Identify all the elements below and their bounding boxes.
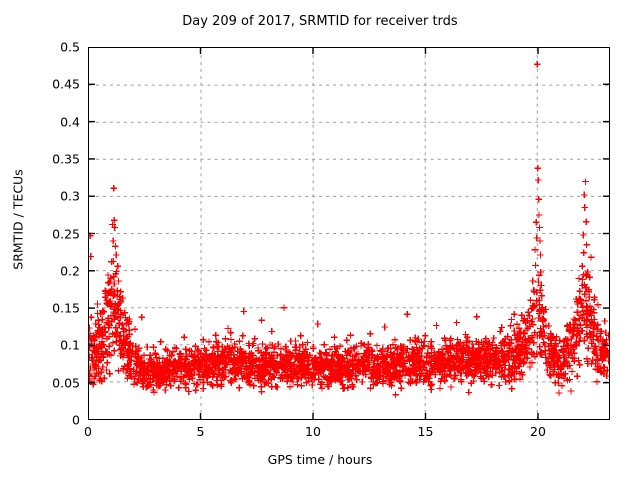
x-tick-labels: 0 5 10 15 20 — [84, 424, 610, 448]
y-tick-labels: 0 0.05 0.1 0.15 0.2 0.25 0.3 0.35 0.4 0.45 0.5 — [0, 40, 80, 428]
y-tick-label: 0.4 — [60, 114, 80, 130]
x-tick-label: 15 — [417, 424, 434, 439]
y-tick-label: 0.45 — [52, 76, 80, 92]
x-axis-label: GPS time / hours — [267, 452, 373, 467]
plot-area — [88, 47, 610, 420]
x-tick-label: 20 — [530, 424, 546, 439]
scatter-points-layer — [89, 61, 609, 399]
y-tick-label: 0.3 — [60, 188, 80, 204]
y-tick-label: 0.05 — [52, 375, 80, 391]
y-tick-label: 0.1 — [60, 337, 80, 353]
x-tick-label: 5 — [196, 424, 205, 439]
y-tick-label: 0.15 — [52, 300, 80, 316]
x-tick-label: 10 — [305, 424, 321, 439]
y-tick-label: 0.2 — [60, 263, 80, 279]
y-tick-label: 0.25 — [52, 226, 80, 241]
y-tick-label: 0 — [72, 412, 80, 428]
y-tick-label: 0.5 — [60, 39, 80, 55]
y-tick-label: 0.35 — [52, 151, 80, 167]
x-tick-label: 0 — [84, 424, 92, 439]
chart-title: Day 209 of 2017, SRMTID for receiver trd… — [182, 14, 458, 29]
